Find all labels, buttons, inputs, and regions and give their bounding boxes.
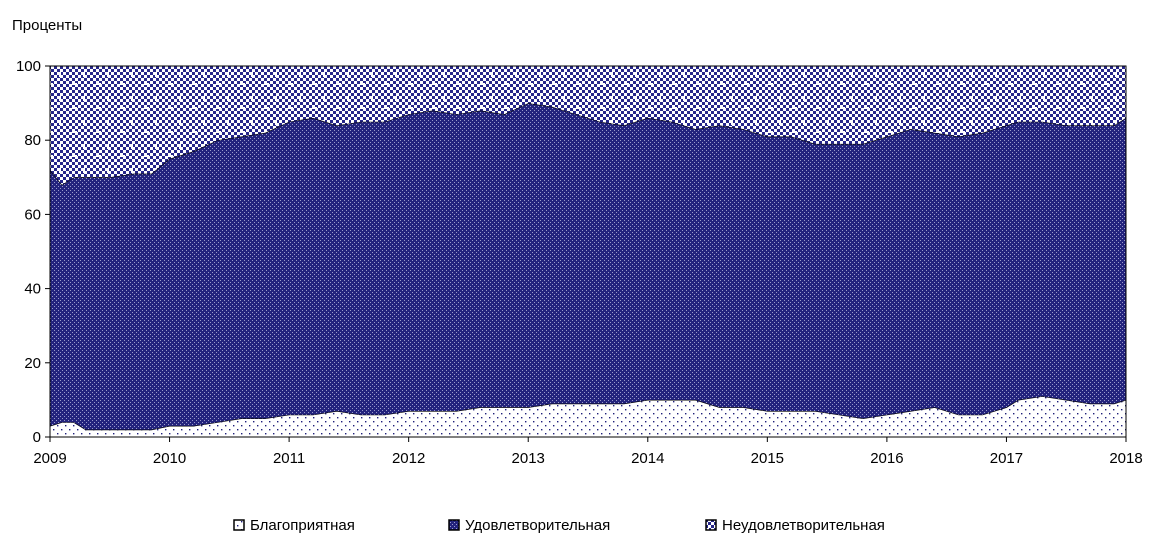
x-tick-label: 2011 [273, 450, 305, 467]
x-tick-label: 2015 [751, 450, 784, 467]
legend-item: Удовлетворительная [448, 517, 610, 534]
legend-swatch [448, 519, 460, 531]
legend-swatch [233, 519, 245, 531]
x-axis: 2009 2010 2011 2012 2013 2014 2015 2016 2017 2018 [33, 437, 1143, 467]
area-series-1 [50, 396, 1126, 437]
y-tick-label: 60 [24, 206, 41, 223]
x-tick-label: 2013 [512, 450, 545, 467]
x-tick-label: 2010 [153, 450, 186, 467]
legend-item: Благоприятная [233, 517, 355, 534]
area-series-3 [50, 66, 1126, 185]
areas-layer [49, 66, 1127, 437]
legend-label: Неудовлетворительная [722, 517, 885, 534]
x-tick-label: 2018 [1109, 450, 1142, 467]
x-tick-label: 2012 [392, 450, 425, 467]
area-series-2 [50, 103, 1126, 430]
y-tick-label: 0 [33, 429, 41, 446]
y-tick-label: 100 [16, 58, 41, 75]
x-tick-label: 2017 [990, 450, 1023, 467]
legend: Благоприятная Удовлетворительная Неудовлет… [233, 517, 885, 534]
legend-swatch [705, 519, 717, 531]
x-tick-label: 2016 [870, 450, 903, 467]
legend-label: Удовлетворительная [465, 517, 610, 534]
legend-label: Благоприятная [250, 517, 355, 534]
y-axis-label: Проценты [12, 17, 82, 34]
y-tick-label: 80 [24, 132, 41, 149]
plot-frame [49, 65, 1127, 438]
y-axis: 0 20 40 60 80 100 [16, 58, 50, 446]
legend-item: Неудовлетворительная [705, 517, 885, 534]
y-tick-label: 40 [24, 281, 41, 298]
y-tick-label: 20 [24, 355, 41, 372]
x-tick-label: 2009 [33, 450, 66, 467]
x-tick-label: 2014 [631, 450, 664, 467]
